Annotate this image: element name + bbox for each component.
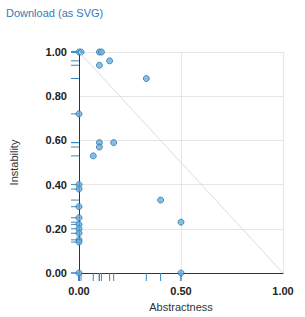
svg-text:Instability: Instability [8, 139, 20, 185]
svg-text:0.00: 0.00 [46, 267, 67, 279]
html-text:Download (as SVG): Download (as SVG) [6, 7, 104, 19]
svg-text:0.60: 0.60 [46, 134, 67, 146]
svg-text:0.40: 0.40 [46, 179, 67, 191]
svg-text:Abstractness: Abstractness [149, 301, 213, 313]
svg-text:0.20: 0.20 [46, 223, 67, 235]
svg-text:0.00: 0.00 [68, 285, 89, 297]
svg-text:0.80: 0.80 [46, 90, 67, 102]
svg-text:1.00: 1.00 [46, 46, 67, 58]
svg-text:0.50: 0.50 [170, 285, 191, 297]
svg-text:1.00: 1.00 [272, 285, 293, 297]
